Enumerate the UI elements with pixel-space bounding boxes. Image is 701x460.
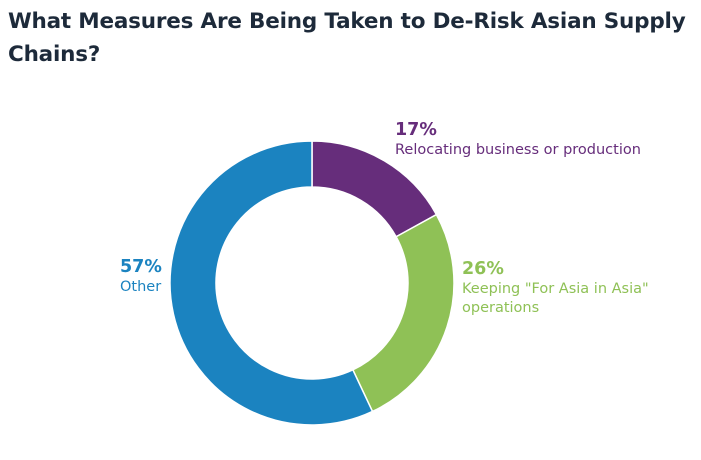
slice-value-label: 17% (395, 120, 437, 140)
slice-category-label: Other (120, 279, 162, 295)
slice-for-asia (351, 213, 455, 413)
chart-title: What Measures Are Being Taken to De-Risk… (8, 9, 686, 67)
slice-label-relocating: 17% Relocating business or production (395, 119, 641, 160)
slice-category-label: Keeping "For Asia in Asia" operations (462, 281, 649, 316)
slice-label-other: 57% Other (120, 256, 162, 297)
slice-label-for-asia: 26% Keeping "For Asia in Asia" operation… (462, 258, 652, 318)
slice-other (169, 140, 374, 426)
slice-value-label: 26% (462, 259, 504, 279)
slice-category-label: Relocating business or production (395, 142, 641, 158)
slice-value-label: 57% (120, 257, 162, 277)
